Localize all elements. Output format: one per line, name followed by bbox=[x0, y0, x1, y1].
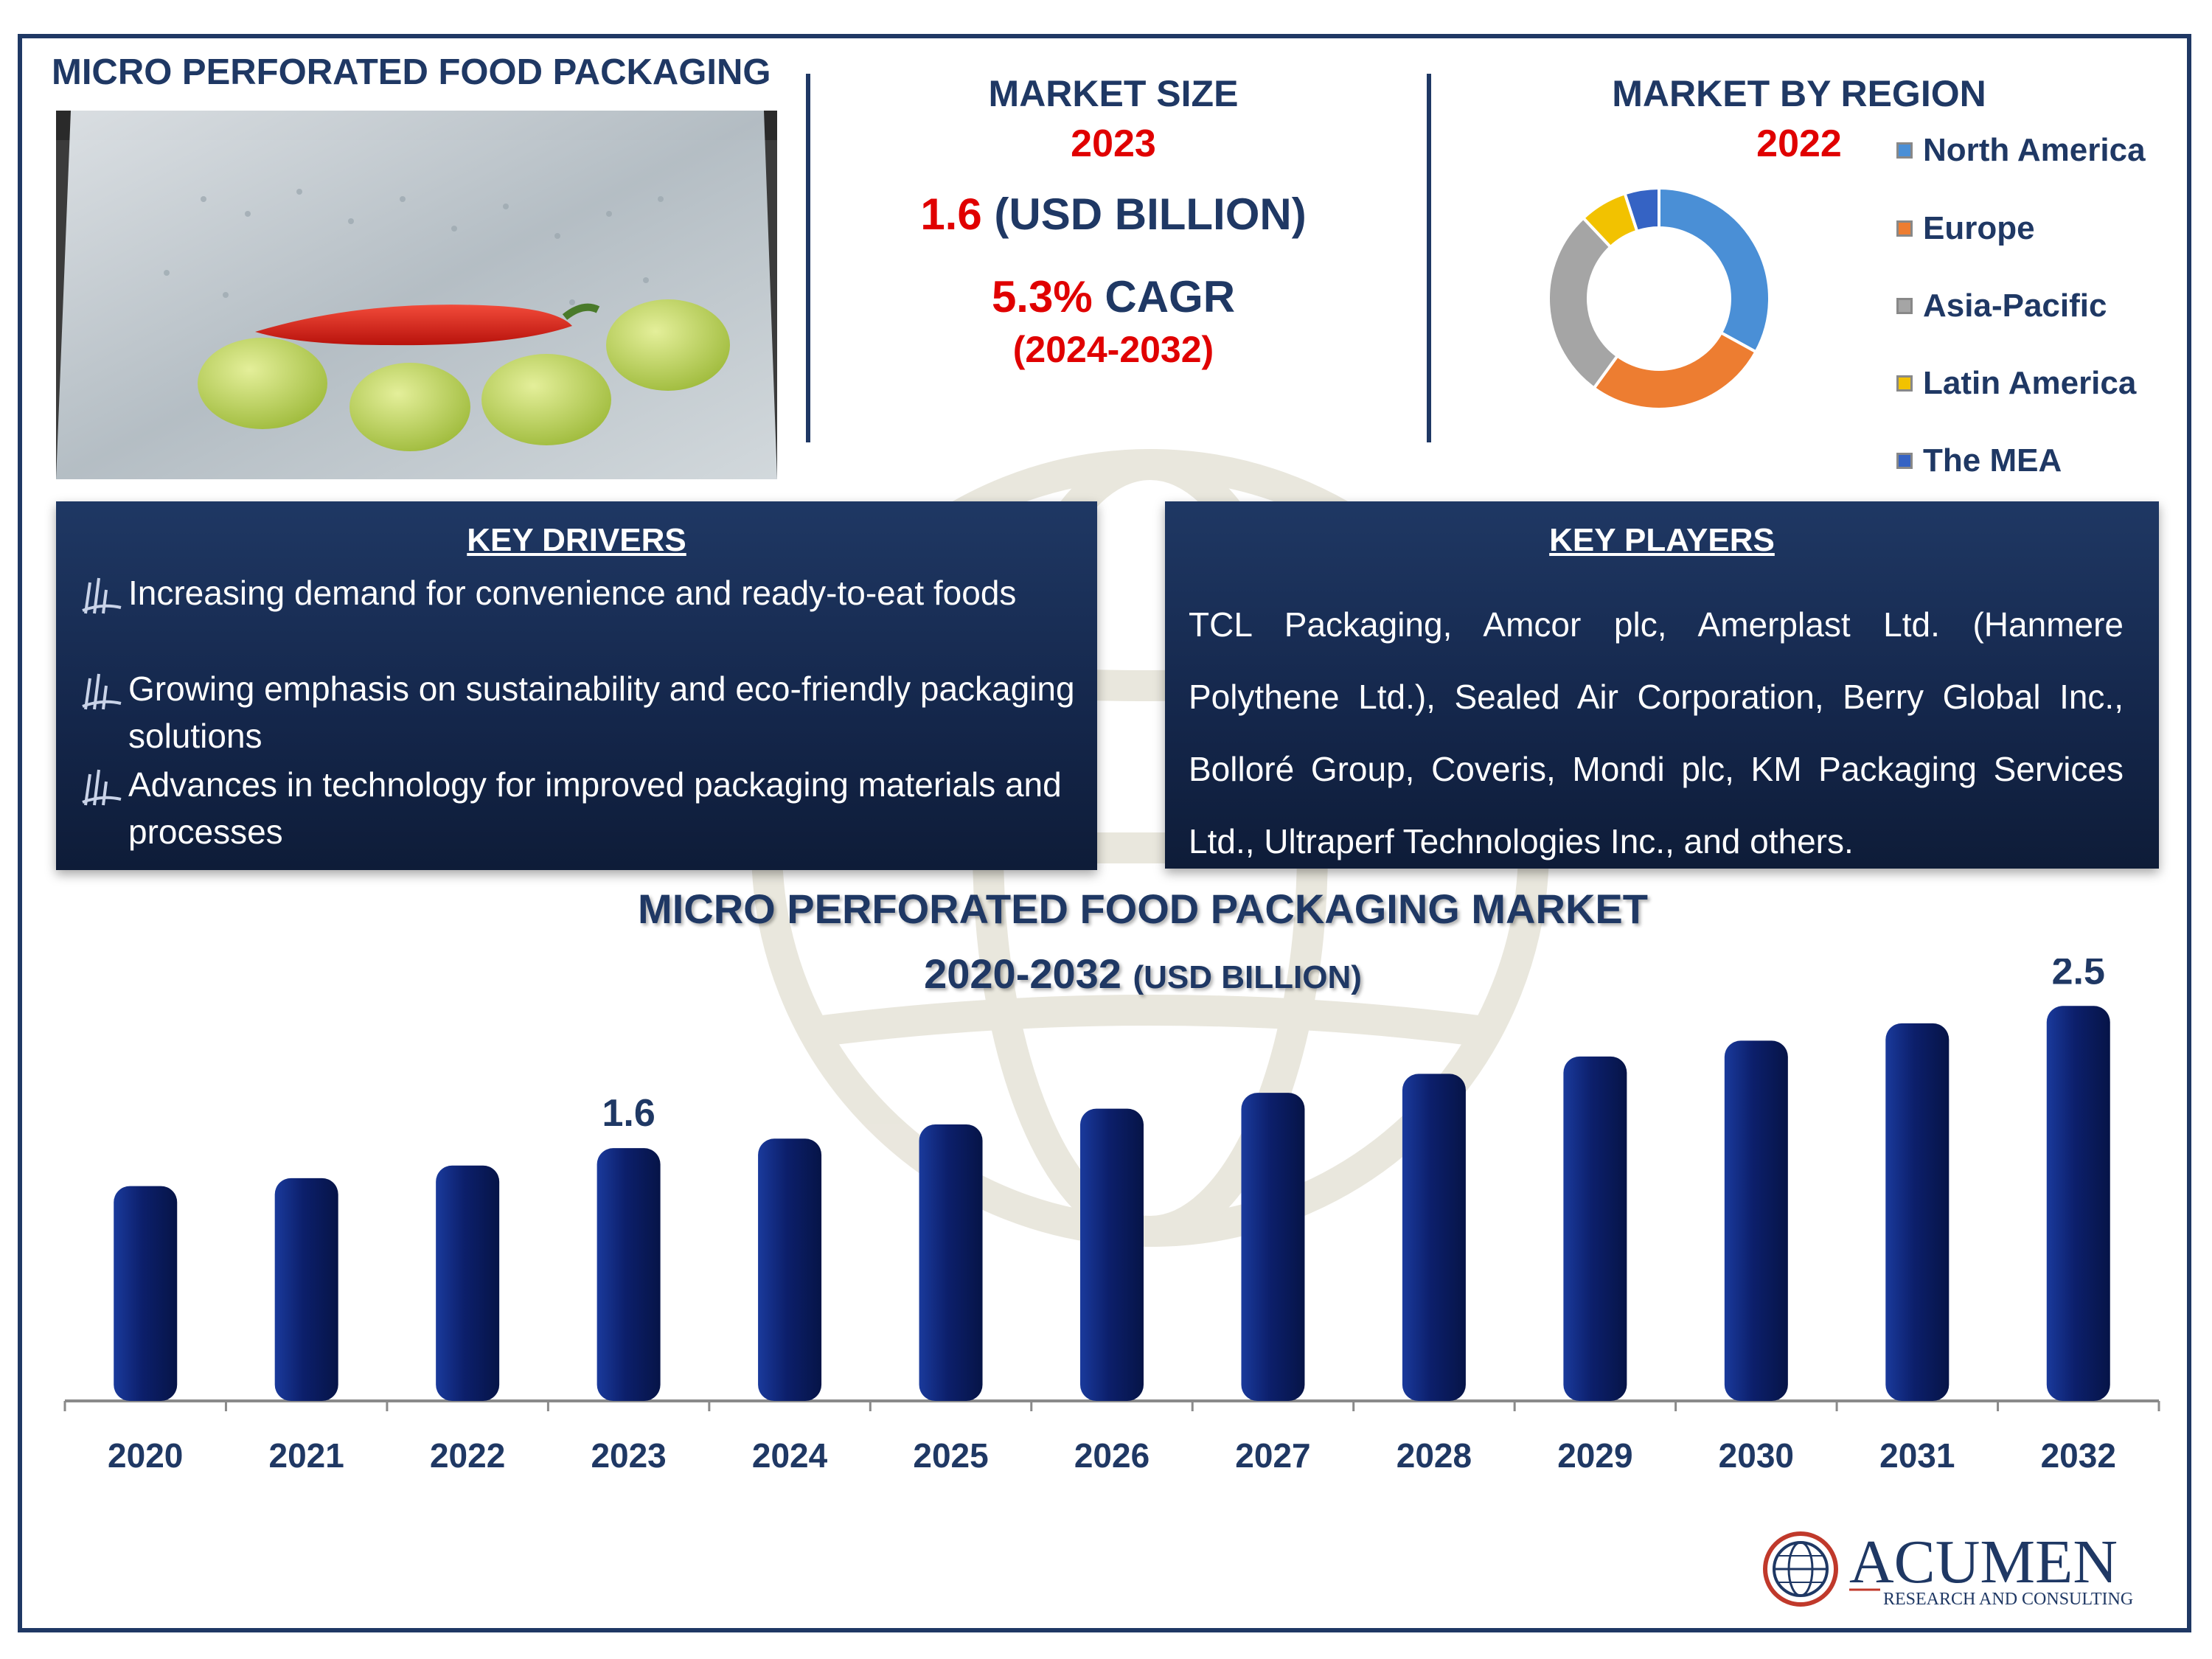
donut-slice-north-america bbox=[1658, 186, 1771, 354]
region-title: MARKET BY REGION bbox=[1612, 73, 1986, 114]
bar-2026 bbox=[1080, 1108, 1144, 1401]
market-size-value: 1.6 (USD BILLION) bbox=[811, 189, 1416, 240]
key-players-list: TCL Packaging, Amcor plc, Amerplast Ltd.… bbox=[1189, 605, 2124, 860]
chart-subtitle-range: 2020-2032 bbox=[924, 950, 1121, 997]
driver-item: Advances in technology for improved pack… bbox=[82, 761, 1075, 855]
x-tick-label: 2030 bbox=[1719, 1436, 1794, 1475]
bar-2023 bbox=[597, 1148, 661, 1401]
legend-label: Europe bbox=[1923, 210, 2035, 246]
legend-label: The MEA bbox=[1923, 442, 2062, 479]
bar-2028 bbox=[1402, 1074, 1466, 1401]
bar-2030 bbox=[1724, 1040, 1788, 1401]
x-tick-label: 2023 bbox=[591, 1436, 666, 1475]
x-tick-label: 2024 bbox=[752, 1436, 828, 1475]
bar-2027 bbox=[1241, 1093, 1305, 1401]
data-label-2023: 1.6 bbox=[602, 1092, 655, 1135]
chart-subtitle: 2020-2032 (USD BILLION) bbox=[516, 950, 1770, 998]
x-tick-label: 2028 bbox=[1397, 1436, 1472, 1475]
key-drivers-title: KEY DRIVERS bbox=[467, 522, 686, 558]
chart-subtitle-unit: (USD BILLION) bbox=[1133, 959, 1362, 995]
x-tick-label: 2025 bbox=[913, 1436, 988, 1475]
driver-text: Growing emphasis on sustainability and e… bbox=[128, 669, 1075, 755]
legend-label: Latin America bbox=[1923, 365, 2137, 401]
market-bar-chart: 2020 2021 2022 2023 1.6 2024 2025 2026 2027 2028 2… bbox=[63, 959, 2160, 1475]
region-year: 2022 bbox=[1756, 122, 1842, 165]
key-players-box: KEY PLAYERS TCL Packaging, Amcor plc, Am… bbox=[1165, 501, 2159, 869]
market-size-title: MARKET SIZE bbox=[988, 73, 1239, 114]
driver-text: Advances in technology for improved pack… bbox=[128, 765, 1062, 851]
donut-slice-europe bbox=[1592, 330, 1759, 411]
x-tick-label: 2026 bbox=[1074, 1436, 1150, 1475]
data-label-2032: 2.5 bbox=[2052, 959, 2105, 992]
bar-2031 bbox=[1885, 1023, 1950, 1401]
growth-chart-icon bbox=[82, 577, 122, 614]
legend-swatch bbox=[1896, 142, 1913, 159]
legend-swatch bbox=[1896, 453, 1913, 469]
region-donut-chart bbox=[1547, 186, 1771, 411]
bar-2020 bbox=[114, 1186, 178, 1401]
logo-tagline: RESEARCH AND CONSULTING bbox=[1883, 1590, 2133, 1609]
legend-swatch bbox=[1896, 375, 1913, 392]
bar-2025 bbox=[919, 1124, 983, 1401]
key-drivers-box: KEY DRIVERS Increasing demand for conven… bbox=[56, 501, 1097, 870]
acumen-logo: ACUMEN RESEARCH AND CONSULTING bbox=[1755, 1519, 2168, 1615]
bar-2024 bbox=[758, 1138, 822, 1401]
product-photo bbox=[56, 111, 777, 479]
market-value-number: 1.6 bbox=[920, 189, 982, 239]
growth-chart-icon bbox=[82, 769, 122, 806]
x-tick-label: 2029 bbox=[1557, 1436, 1632, 1475]
legend-item-the-mea: The MEA bbox=[1896, 440, 2062, 481]
x-tick-label: 2027 bbox=[1235, 1436, 1310, 1475]
globe-logo-icon bbox=[1763, 1531, 1838, 1607]
legend-item-latin-america: Latin America bbox=[1896, 363, 2136, 404]
page-title: MICRO PERFORATED FOOD PACKAGING bbox=[52, 52, 771, 92]
legend-item-north-america: North America bbox=[1896, 130, 2146, 171]
cagr: 5.3% CAGR bbox=[811, 271, 1416, 322]
legend-label: North America bbox=[1923, 132, 2146, 168]
market-size-year: 2023 bbox=[1071, 122, 1156, 165]
legend-label: Asia-Pacific bbox=[1923, 288, 2107, 324]
legend-swatch bbox=[1896, 298, 1913, 314]
x-tick-label: 2031 bbox=[1879, 1436, 1955, 1475]
logo-wordmark: ACUMEN bbox=[1849, 1528, 2118, 1596]
bar-2022 bbox=[436, 1165, 500, 1401]
cagr-value: 5.3% bbox=[991, 272, 1093, 321]
bar-2029 bbox=[1563, 1056, 1627, 1401]
growth-chart-icon bbox=[82, 673, 122, 710]
divider-right bbox=[1427, 74, 1431, 442]
chart-title: MICRO PERFORATED FOOD PACKAGING MARKET bbox=[638, 886, 1648, 932]
market-value-unit: (USD BILLION) bbox=[994, 189, 1307, 239]
driver-item: Increasing demand for convenience and re… bbox=[82, 569, 1075, 616]
driver-text: Increasing demand for convenience and re… bbox=[128, 574, 1017, 612]
x-tick-label: 2020 bbox=[108, 1436, 183, 1475]
key-players-title: KEY PLAYERS bbox=[1549, 522, 1775, 558]
bar-2032 bbox=[2046, 1006, 2110, 1401]
driver-item: Growing emphasis on sustainability and e… bbox=[82, 665, 1075, 759]
donut-slice-asia-pacific bbox=[1547, 215, 1620, 391]
x-tick-label: 2032 bbox=[2041, 1436, 2116, 1475]
donut-slice-the-mea bbox=[1623, 186, 1660, 234]
cagr-label: CAGR bbox=[1105, 272, 1236, 321]
bar-2021 bbox=[274, 1178, 338, 1401]
cagr-period: (2024-2032) bbox=[1012, 329, 1214, 370]
legend-item-asia-pacific: Asia-Pacific bbox=[1896, 285, 2107, 327]
x-tick-label: 2021 bbox=[269, 1436, 344, 1475]
legend-swatch bbox=[1896, 220, 1913, 237]
divider-left bbox=[806, 74, 810, 442]
x-tick-label: 2022 bbox=[430, 1436, 505, 1475]
legend-item-europe: Europe bbox=[1896, 208, 2035, 249]
